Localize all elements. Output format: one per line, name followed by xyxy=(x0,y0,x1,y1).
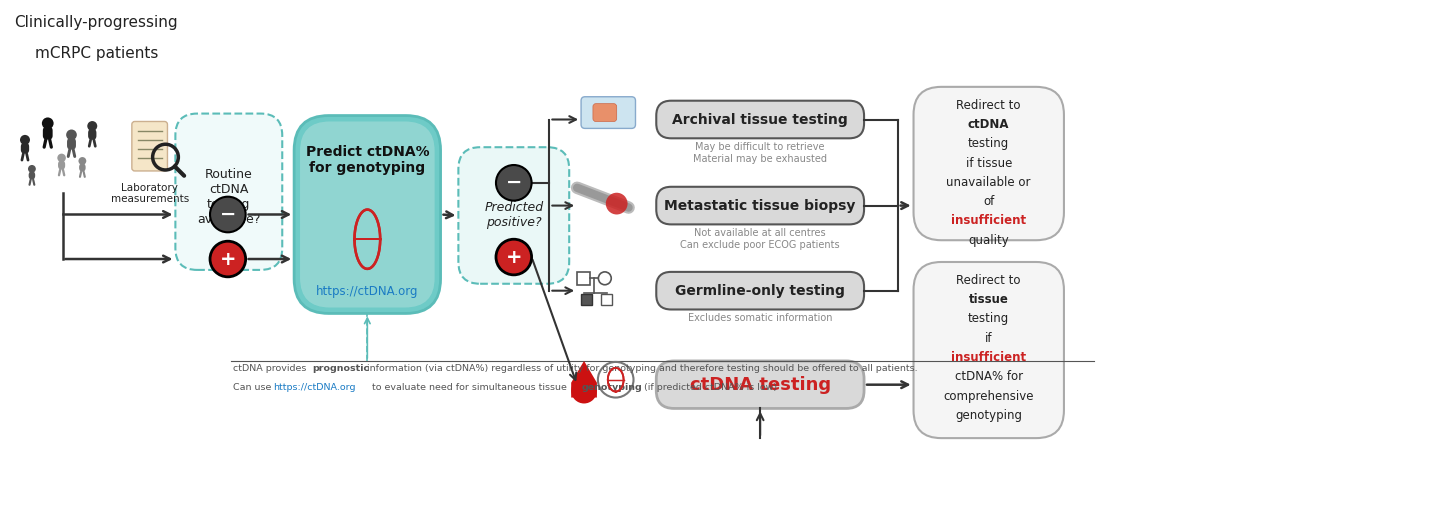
FancyBboxPatch shape xyxy=(79,163,86,172)
Text: insufficient: insufficient xyxy=(951,215,1027,228)
Text: ctDNA provides: ctDNA provides xyxy=(232,364,310,373)
Text: Redirect to: Redirect to xyxy=(956,99,1021,112)
Circle shape xyxy=(605,193,628,215)
Text: information (via ctDNA%) regardless of utility for genotyping and therefore test: information (via ctDNA%) regardless of u… xyxy=(364,364,918,373)
Text: +: + xyxy=(219,250,237,268)
FancyBboxPatch shape xyxy=(581,97,635,128)
FancyBboxPatch shape xyxy=(22,143,29,154)
Text: ctDNA testing: ctDNA testing xyxy=(690,376,830,394)
FancyBboxPatch shape xyxy=(300,122,435,307)
FancyBboxPatch shape xyxy=(657,272,865,310)
Text: −: − xyxy=(219,205,237,224)
FancyBboxPatch shape xyxy=(913,87,1064,240)
Text: ctDNA: ctDNA xyxy=(968,118,1010,131)
Circle shape xyxy=(209,197,245,232)
Text: Archival tissue testing: Archival tissue testing xyxy=(673,113,847,126)
Text: May be difficult to retrieve
Material may be exhausted: May be difficult to retrieve Material ma… xyxy=(693,143,827,164)
FancyBboxPatch shape xyxy=(87,129,96,140)
Text: comprehensive: comprehensive xyxy=(944,389,1034,402)
Text: https://ctDNA.org: https://ctDNA.org xyxy=(315,285,419,298)
Circle shape xyxy=(209,241,245,277)
Text: Routine
ctDNA
testing
available?: Routine ctDNA testing available? xyxy=(196,168,261,226)
Text: −: − xyxy=(506,173,522,192)
Text: Laboratory
measurements: Laboratory measurements xyxy=(110,183,189,205)
FancyBboxPatch shape xyxy=(29,171,36,180)
Text: ctDNA% for: ctDNA% for xyxy=(955,370,1022,383)
Circle shape xyxy=(79,157,86,165)
Circle shape xyxy=(29,165,36,173)
FancyBboxPatch shape xyxy=(592,104,617,122)
Circle shape xyxy=(57,153,66,162)
Circle shape xyxy=(42,117,53,129)
Text: testing: testing xyxy=(968,137,1010,150)
Text: Excludes somatic information: Excludes somatic information xyxy=(688,313,832,324)
FancyBboxPatch shape xyxy=(459,147,569,284)
Circle shape xyxy=(20,135,30,145)
FancyBboxPatch shape xyxy=(657,101,865,138)
Circle shape xyxy=(571,378,597,404)
Text: unavailable or: unavailable or xyxy=(946,176,1031,189)
Text: insufficient: insufficient xyxy=(951,351,1027,364)
Text: Metastatic tissue biopsy: Metastatic tissue biopsy xyxy=(664,198,856,212)
Text: Not available at all centres
Can exclude poor ECOG patients: Not available at all centres Can exclude… xyxy=(680,228,840,250)
Text: prognostic: prognostic xyxy=(313,364,369,373)
FancyBboxPatch shape xyxy=(294,115,440,313)
FancyBboxPatch shape xyxy=(43,126,53,140)
FancyBboxPatch shape xyxy=(657,361,865,408)
Text: if tissue: if tissue xyxy=(965,157,1012,170)
Text: Clinically-progressing: Clinically-progressing xyxy=(14,15,178,30)
FancyBboxPatch shape xyxy=(175,114,282,270)
Text: Redirect to: Redirect to xyxy=(956,274,1021,287)
Text: Predict ctDNA%
for genotyping: Predict ctDNA% for genotyping xyxy=(305,145,429,175)
FancyBboxPatch shape xyxy=(657,187,865,224)
Text: +: + xyxy=(506,247,522,267)
Text: quality: quality xyxy=(968,234,1010,247)
Text: (if predicted ctDNA% is low): (if predicted ctDNA% is low) xyxy=(641,383,777,392)
Text: mCRPC patients: mCRPC patients xyxy=(34,46,158,61)
Text: if: if xyxy=(985,332,992,345)
Text: Germline-only testing: Germline-only testing xyxy=(675,283,845,298)
Text: https://ctDNA.org: https://ctDNA.org xyxy=(274,383,356,392)
Bar xyxy=(581,294,592,304)
Text: genotyping: genotyping xyxy=(582,383,642,392)
FancyBboxPatch shape xyxy=(913,262,1064,438)
Text: to evaluate need for simultaneous tissue: to evaluate need for simultaneous tissue xyxy=(370,383,571,392)
Bar xyxy=(576,272,589,284)
FancyBboxPatch shape xyxy=(67,138,76,150)
FancyBboxPatch shape xyxy=(132,122,168,171)
Text: testing: testing xyxy=(968,313,1010,325)
Circle shape xyxy=(598,362,634,398)
Circle shape xyxy=(496,165,532,200)
Circle shape xyxy=(87,121,98,131)
Text: Predicted
positive?: Predicted positive? xyxy=(485,201,543,230)
FancyBboxPatch shape xyxy=(57,160,65,170)
Text: Can use: Can use xyxy=(232,383,274,392)
Polygon shape xyxy=(571,361,597,398)
Bar xyxy=(601,294,612,304)
Circle shape xyxy=(66,129,77,140)
Text: of: of xyxy=(984,195,994,208)
Text: genotyping: genotyping xyxy=(955,409,1022,422)
Circle shape xyxy=(496,239,532,275)
Text: tissue: tissue xyxy=(969,293,1008,306)
